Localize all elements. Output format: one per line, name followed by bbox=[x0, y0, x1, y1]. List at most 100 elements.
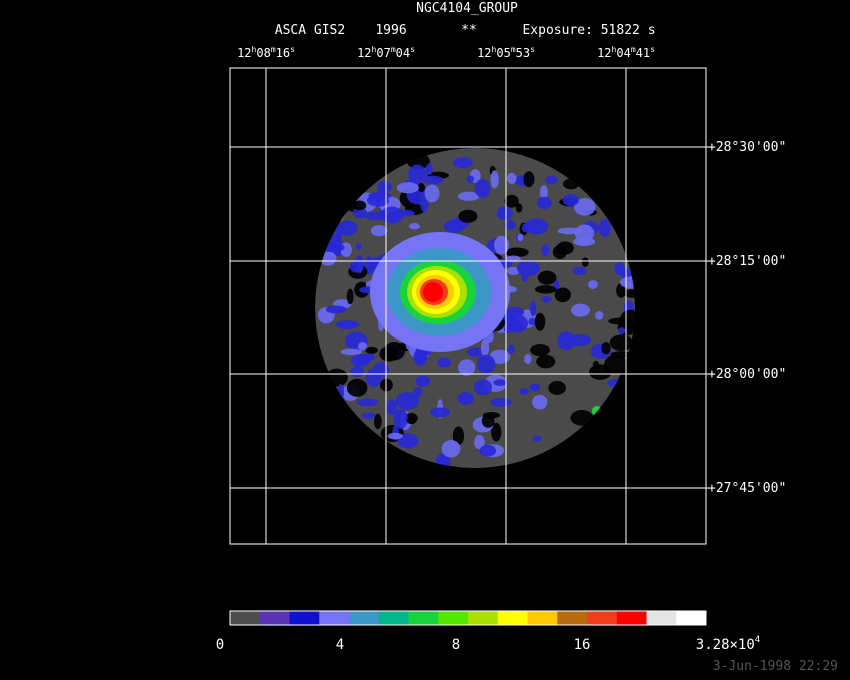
noise-blob bbox=[352, 200, 367, 211]
ra-value: 07 bbox=[376, 46, 390, 60]
noise-blob bbox=[325, 368, 348, 387]
subtitle-part: Exposure: 51822 s bbox=[522, 23, 655, 38]
noise-blob bbox=[530, 343, 550, 357]
noise-blob bbox=[541, 295, 552, 303]
noise-blob bbox=[408, 164, 427, 184]
ra-label: 12h04m41s bbox=[597, 45, 655, 60]
noise-blob bbox=[365, 368, 382, 387]
noise-blob bbox=[380, 206, 404, 224]
noise-blob bbox=[479, 444, 497, 457]
noise-blob bbox=[422, 175, 444, 185]
colorbar-swatch bbox=[497, 611, 528, 625]
noise-blob bbox=[541, 244, 550, 257]
noise-blob bbox=[352, 206, 367, 219]
noise-blob bbox=[601, 342, 611, 355]
noise-blob bbox=[505, 255, 521, 263]
noise-blob bbox=[480, 339, 490, 357]
ra-value: 53 bbox=[516, 46, 530, 60]
noise-blob bbox=[441, 439, 461, 458]
colorbar-swatch bbox=[230, 611, 261, 625]
noise-blob bbox=[346, 288, 354, 305]
dec-label: +28°30'00" bbox=[708, 140, 786, 155]
noise-blob bbox=[370, 224, 388, 237]
noise-blob bbox=[406, 416, 417, 425]
subtitle-part: ** bbox=[461, 23, 477, 38]
noise-blob bbox=[457, 191, 480, 201]
noise-blob bbox=[425, 163, 433, 175]
colorbar-value: 3.28×10 bbox=[696, 637, 755, 653]
noise-blob bbox=[604, 354, 628, 375]
noise-blob bbox=[528, 318, 537, 326]
colorbar-label: 8 bbox=[452, 637, 460, 653]
noise-blob bbox=[548, 380, 566, 395]
colorbar-swatch bbox=[378, 611, 409, 625]
ra-value: 12 bbox=[597, 46, 611, 60]
noise-blob bbox=[474, 434, 485, 450]
noise-blob bbox=[356, 398, 379, 407]
noise-blob bbox=[570, 303, 590, 317]
ra-unit: h bbox=[372, 45, 377, 54]
noise-blob bbox=[614, 262, 626, 276]
dec-label: +27°45'00" bbox=[708, 481, 786, 496]
noise-blob bbox=[429, 407, 451, 418]
ra-label: 12h05m53s bbox=[477, 45, 535, 60]
colorbar-value: 0 bbox=[216, 637, 224, 653]
colorbar-swatch bbox=[349, 611, 380, 625]
colorbar-swatch bbox=[438, 611, 469, 625]
noise-blob bbox=[395, 392, 419, 410]
ra-unit: m bbox=[631, 45, 636, 54]
noise-blob bbox=[506, 172, 517, 184]
noise-blob bbox=[491, 422, 502, 442]
noise-blob bbox=[335, 320, 360, 330]
xray-image bbox=[315, 148, 635, 468]
frame bbox=[229, 67, 707, 545]
colorbar-frame bbox=[229, 610, 707, 626]
noise-blob bbox=[350, 366, 365, 377]
subtitle-part: ASCA GIS2 bbox=[275, 23, 345, 38]
colorbar-swatch bbox=[527, 611, 558, 625]
noise-blob bbox=[325, 305, 347, 314]
colorbar-swatch bbox=[676, 611, 707, 625]
noise-blob bbox=[458, 359, 476, 376]
noise-blob bbox=[361, 412, 377, 419]
noise-blob bbox=[524, 354, 532, 364]
noise-blob bbox=[504, 194, 519, 208]
noise-blob bbox=[510, 321, 523, 331]
noise-blob bbox=[383, 342, 405, 361]
colorbar-label: 16 bbox=[574, 637, 591, 653]
noise-blob bbox=[536, 354, 556, 369]
noise-blob bbox=[536, 196, 552, 210]
noise-blob bbox=[415, 375, 431, 387]
noise-blob bbox=[574, 224, 595, 242]
noise-blob bbox=[523, 171, 535, 188]
colorbar-swatch bbox=[646, 611, 677, 625]
noise-blob bbox=[408, 223, 421, 230]
noise-blob bbox=[552, 245, 568, 259]
noise-blob bbox=[457, 391, 474, 405]
noise-blob bbox=[393, 409, 408, 429]
noise-blob bbox=[474, 178, 491, 198]
noise-blob bbox=[581, 257, 589, 268]
noise-blob bbox=[554, 287, 571, 303]
colorbar-swatch bbox=[259, 611, 290, 625]
noise-blob bbox=[532, 394, 548, 410]
ra-value: 41 bbox=[636, 46, 650, 60]
noise-blob bbox=[337, 220, 358, 236]
colorbar-label: 0 bbox=[216, 637, 224, 653]
noise-blob bbox=[340, 348, 362, 356]
noise-blob bbox=[452, 426, 465, 446]
noise-blob bbox=[396, 182, 419, 194]
colorbar-swatch bbox=[557, 611, 588, 625]
noise-blob bbox=[609, 334, 633, 352]
noise-blob bbox=[504, 220, 516, 230]
noise-blob bbox=[506, 266, 520, 275]
noise-blob bbox=[587, 280, 598, 289]
colorbar-swatch bbox=[319, 611, 350, 625]
noise-blob bbox=[458, 209, 478, 223]
noise-blob bbox=[466, 175, 475, 183]
ra-value: 12 bbox=[477, 46, 491, 60]
noise-blob bbox=[413, 349, 428, 366]
colorbar-value: 4 bbox=[336, 637, 344, 653]
ra-value: 12 bbox=[237, 46, 251, 60]
ra-label: 12h07m04s bbox=[357, 45, 415, 60]
